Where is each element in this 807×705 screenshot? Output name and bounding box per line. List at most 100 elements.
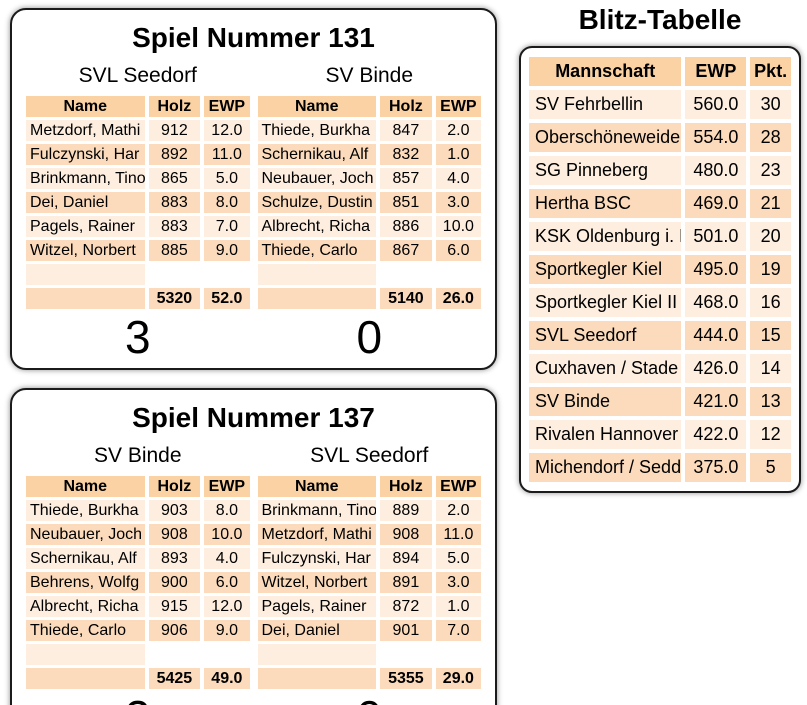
- player-holz-cell: 886: [380, 216, 432, 237]
- player-name-cell: Fulczynski, Har: [257, 548, 377, 569]
- blitz-row: SV Fehrbellin 560.0 30: [529, 90, 791, 119]
- blitz-row: SG Pinneberg 480.0 23: [529, 156, 791, 185]
- player-row: Pagels, Rainer 872 1.0: [257, 596, 481, 617]
- player-ewp-cell: 6.0: [435, 240, 481, 261]
- team-name: SV Binde: [325, 64, 414, 87]
- player-row: Witzel, Norbert 885 9.0: [26, 240, 250, 261]
- blitz-team-cell: SG Pinneberg: [529, 156, 682, 185]
- player-ewp-cell: 1.0: [435, 596, 481, 617]
- player-holz-cell: 901: [380, 620, 432, 641]
- player-name-cell: Schernikau, Alf: [26, 548, 145, 569]
- player-name-cell: Witzel, Norbert: [257, 572, 377, 593]
- blitz-pkt-cell: 14: [750, 354, 791, 383]
- column-header-holz: Holz: [380, 476, 432, 497]
- player-holz-cell: 883: [148, 192, 201, 213]
- blitz-header-pkt: Pkt.: [750, 57, 791, 86]
- player-name-cell: Pagels, Rainer: [26, 216, 145, 237]
- player-ewp-cell: 6.0: [204, 572, 250, 593]
- blitz-pkt-cell: 16: [750, 288, 791, 317]
- blitz-row: Sportkegler Kiel 495.0 19: [529, 255, 791, 284]
- player-row: Metzdorf, Mathi 908 11.0: [257, 524, 481, 545]
- blitz-team-cell: Sportkegler Kiel: [529, 255, 682, 284]
- player-holz-cell: 900: [148, 572, 201, 593]
- match-points: 3: [124, 311, 151, 363]
- blitz-title: Blitz-Tabelle: [578, 4, 742, 35]
- team-name: SVL Seedorf: [78, 64, 197, 87]
- player-ewp-cell: 1.0: [435, 144, 481, 165]
- player-ewp-cell: 4.0: [435, 168, 481, 189]
- blitz-ewp-cell: 501.0: [685, 222, 747, 251]
- blitz-row: Oberschöneweide I 554.0 28: [529, 123, 791, 152]
- column-header-ewp: EWP: [204, 96, 250, 117]
- player-holz-cell: 867: [380, 240, 432, 261]
- blitz-ewp-cell: 469.0: [685, 189, 747, 218]
- blitz-row: Hertha BSC 469.0 21: [529, 189, 791, 218]
- player-ewp-cell: 7.0: [204, 216, 250, 237]
- player-ewp-cell: 5.0: [435, 548, 481, 569]
- blitz-ewp-cell: 560.0: [685, 90, 747, 119]
- game-title: Spiel Nummer 137: [132, 402, 375, 433]
- player-name-cell: Metzdorf, Mathi: [26, 120, 145, 141]
- column-header-holz: Holz: [148, 96, 201, 117]
- game-title: Spiel Nummer 131: [132, 22, 375, 53]
- player-row: Thiede, Burkha 847 2.0: [257, 120, 481, 141]
- player-holz-cell: 857: [380, 168, 432, 189]
- player-ewp-cell: 10.0: [204, 524, 250, 545]
- player-name-cell: Dei, Daniel: [257, 620, 377, 641]
- score-table: Name Holz EWP Thiede, Burkha 847 2.0: [254, 93, 486, 312]
- total-ewp: 29.0: [435, 668, 481, 689]
- spacer-name-cell: [257, 264, 377, 285]
- column-header-name: Name: [26, 96, 145, 117]
- player-holz-cell: 885: [148, 240, 201, 261]
- player-name-cell: Witzel, Norbert: [26, 240, 145, 261]
- player-ewp-cell: 5.0: [204, 168, 250, 189]
- totals-row: 5320 52.0: [26, 288, 250, 309]
- player-ewp-cell: 2.0: [435, 500, 481, 521]
- score-table-header: Name Holz EWP: [26, 96, 250, 117]
- blitz-row: Rivalen Hannover 422.0 12: [529, 420, 791, 449]
- player-name-cell: Thiede, Carlo: [257, 240, 377, 261]
- blitz-row: SV Binde 421.0 13: [529, 387, 791, 416]
- player-ewp-cell: 9.0: [204, 240, 250, 261]
- games-column: Spiel Nummer 131 SVL Seedorf Name Holz E…: [10, 8, 507, 705]
- player-name-cell: Neubauer, Joch: [257, 168, 377, 189]
- blitz-ewp-cell: 554.0: [685, 123, 747, 152]
- player-holz-cell: 891: [380, 572, 432, 593]
- blitz-header-row: Mannschaft EWP Pkt.: [529, 57, 791, 86]
- column-header-name: Name: [257, 476, 377, 497]
- player-name-cell: Schernikau, Alf: [257, 144, 377, 165]
- match-points: 0: [356, 311, 383, 363]
- blitz-team-cell: Cuxhaven / Stade: [529, 354, 682, 383]
- blitz-team-cell: SV Fehrbellin: [529, 90, 682, 119]
- match-points: 0: [254, 694, 486, 705]
- score-table: Name Holz EWP Metzdorf, Mathi 912 12.0: [22, 93, 254, 312]
- column-header-holz: Holz: [148, 476, 201, 497]
- player-holz-cell: 908: [380, 524, 432, 545]
- total-holz: 5140: [380, 288, 432, 309]
- score-table-header: Name Holz EWP: [257, 96, 481, 117]
- player-row: Schernikau, Alf 832 1.0: [257, 144, 481, 165]
- player-ewp-cell: 8.0: [204, 500, 250, 521]
- total-ewp: 26.0: [435, 288, 481, 309]
- blitz-team-cell: KSK Oldenburg i. H.: [529, 222, 682, 251]
- player-holz-cell: 872: [380, 596, 432, 617]
- teams-row: SV Binde Name Holz EWP Thied: [18, 444, 489, 705]
- blitz-team-cell: Rivalen Hannover: [529, 420, 682, 449]
- player-ewp-cell: 12.0: [204, 120, 250, 141]
- player-row: Brinkmann, Tino 889 2.0: [257, 500, 481, 521]
- game-panel-137: Spiel Nummer 137 SV Binde Name Holz EWP: [10, 388, 497, 705]
- player-ewp-cell: 10.0: [435, 216, 481, 237]
- column-header-name: Name: [26, 476, 145, 497]
- spacer-name-cell: [257, 644, 377, 665]
- score-table-header: Name Holz EWP: [257, 476, 481, 497]
- player-row: Thiede, Carlo 867 6.0: [257, 240, 481, 261]
- player-holz-cell: 889: [380, 500, 432, 521]
- blitz-row: KSK Oldenburg i. H. 501.0 20: [529, 222, 791, 251]
- spacer-name-cell: [26, 644, 145, 665]
- blitz-row: Cuxhaven / Stade 426.0 14: [529, 354, 791, 383]
- player-holz-cell: 912: [148, 120, 201, 141]
- player-holz-cell: 894: [380, 548, 432, 569]
- blitz-team-cell: Michendorf / Seddin: [529, 453, 682, 482]
- column-header-ewp: EWP: [435, 476, 481, 497]
